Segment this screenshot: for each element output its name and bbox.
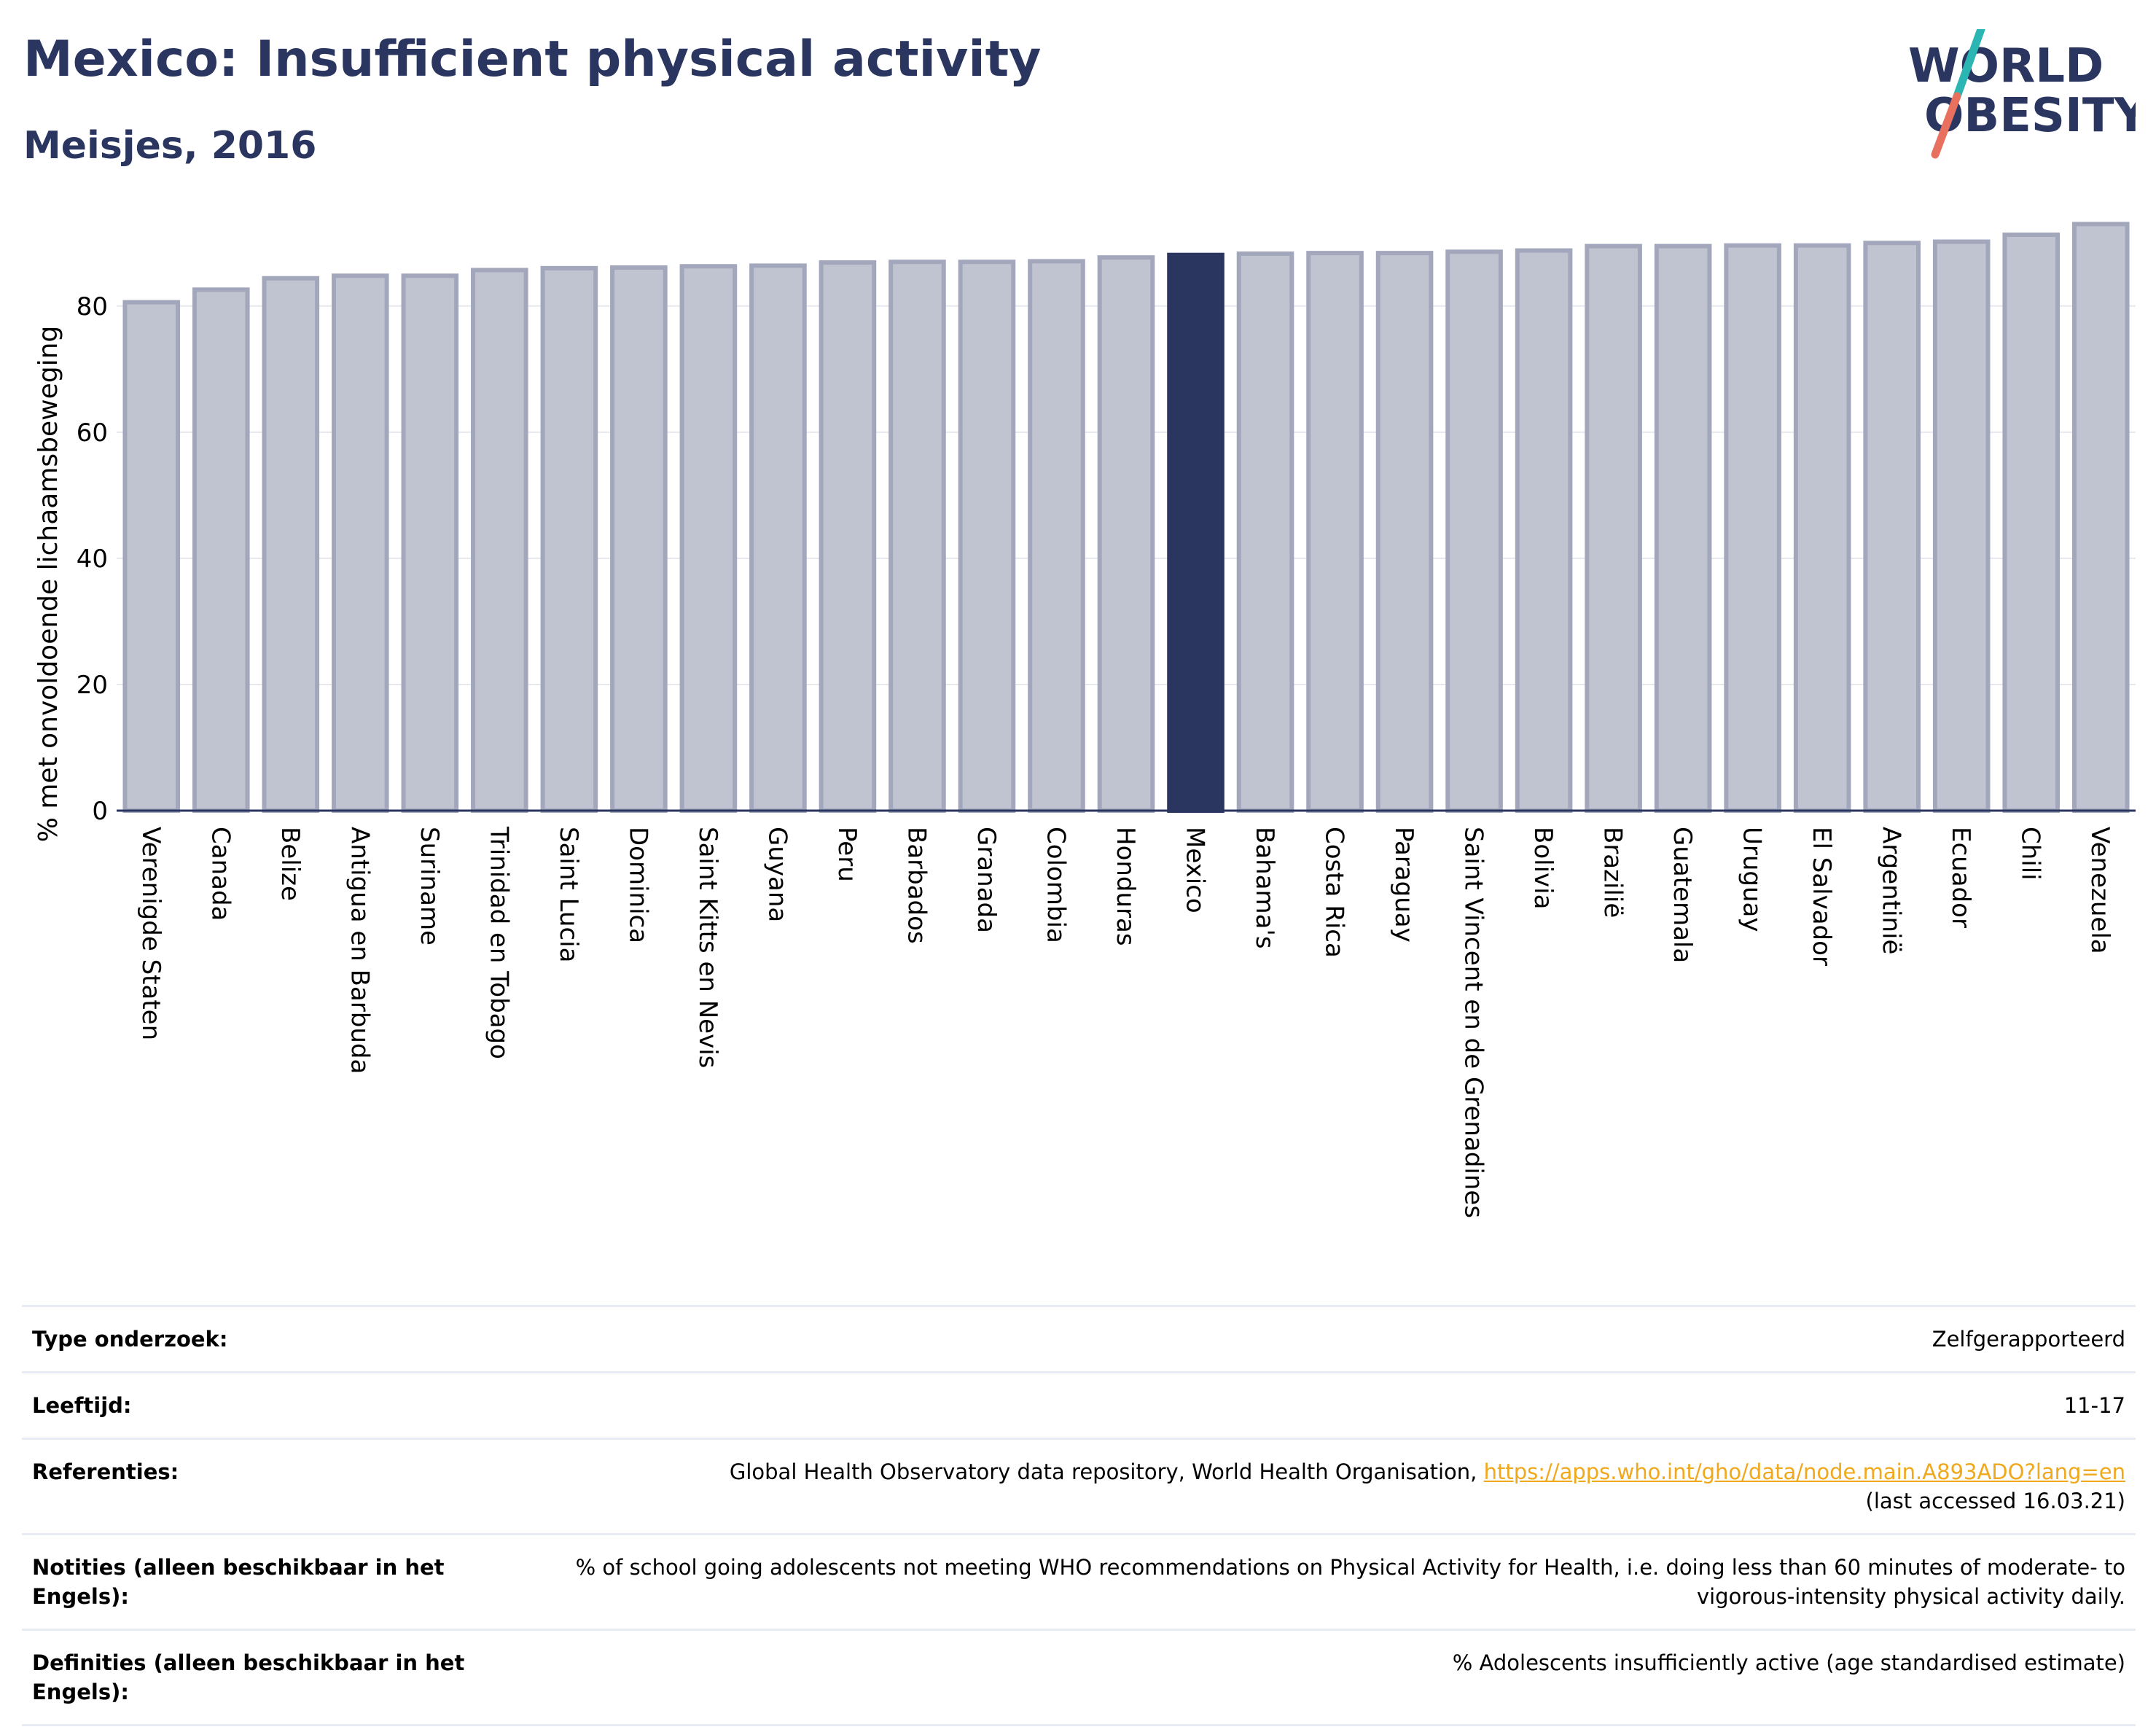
bar-costa-rica	[1306, 251, 1364, 813]
x-tick-label: Barbados	[902, 827, 931, 944]
x-tick-label: Ecuador	[1946, 827, 1975, 928]
info-row-references: Referenties: Global Health Observatory d…	[22, 1438, 2136, 1533]
x-tick-label: Colombia	[1041, 827, 1070, 943]
x-tick-label: Saint Vincent en de Grenadines	[1459, 827, 1488, 1218]
bar-antigua-en-barbuda	[332, 273, 389, 813]
bar-mexico	[1167, 252, 1225, 813]
x-tick-label: Verenigde Staten	[136, 827, 165, 1040]
x-tick-label: Canada	[206, 827, 235, 921]
info-label: Leeftijd:	[32, 1393, 132, 1418]
x-tick-label: Mexico	[1181, 827, 1210, 913]
x-tick-label: Guyana	[762, 827, 792, 922]
bar-saint-vincent-en-de-grenadines	[1445, 249, 1503, 813]
y-tick-label: 0	[92, 797, 108, 826]
bar-belize	[262, 276, 320, 813]
page-subtitle: Meisjes, 2016	[23, 124, 317, 168]
bar-verenigde-staten	[122, 300, 181, 813]
bar-argentini-	[1863, 241, 1921, 813]
x-tick-label: El Salvador	[1807, 827, 1836, 966]
x-tick-label: Peru	[832, 827, 862, 882]
y-tick-label: 80	[77, 292, 108, 321]
info-value: % Adolescents insufficiently active (age…	[1452, 1650, 2125, 1675]
bar-chart: 0 20 40 60 80 Verenigde Staten Canada Belize Ant…	[34, 222, 2136, 1218]
bar-granada	[958, 260, 1016, 813]
info-value: Zelfgerapporteerd	[1932, 1327, 2125, 1352]
bars	[122, 222, 2130, 814]
y-tick-label: 20	[77, 671, 108, 700]
x-tick-label: Belize	[276, 827, 305, 901]
info-value: % of school going adolescents not meetin…	[575, 1555, 2125, 1609]
info-row-age: Leeftijd: 11-17	[22, 1371, 2136, 1438]
info-row-notes: Notities (alleen beschikbaar in het Enge…	[22, 1533, 2136, 1629]
logo-text-world: WORLD	[1908, 39, 2104, 93]
logo-slash-teal	[1953, 29, 1985, 101]
info-table: Type onderzoek: Zelfgerapporteerd Leefti…	[22, 1305, 2136, 1726]
bar-el-salvador	[1793, 243, 1851, 814]
y-tick-label: 40	[77, 545, 108, 574]
bar-colombia	[1028, 259, 1085, 814]
x-tick-label: Guatemala	[1668, 827, 1697, 963]
info-row-type: Type onderzoek: Zelfgerapporteerd	[22, 1305, 2136, 1371]
bar-canada	[192, 287, 250, 814]
bar-guyana	[749, 263, 807, 813]
info-value: Global Health Observatory data repositor…	[484, 1457, 2125, 1516]
x-tick-label: Antigua en Barbuda	[345, 827, 374, 1074]
x-tick-label: Costa Rica	[1320, 827, 1349, 958]
x-tick-label: Chili	[2016, 827, 2045, 881]
y-tick-label: 60	[77, 418, 108, 448]
reference-accessed: (last accessed 16.03.21)	[1865, 1489, 2125, 1513]
bar-ecuador	[1932, 239, 1991, 813]
x-tick-label: Bahama's	[1250, 827, 1279, 949]
bar-bolivia	[1515, 248, 1573, 813]
x-tick-label: Suriname	[415, 827, 444, 946]
y-axis-label: % met onvoldoende lichaamsbeweging	[34, 326, 63, 843]
info-value: 11-17	[2063, 1393, 2125, 1418]
x-tick-label: Saint Kitts en Nevis	[693, 827, 722, 1068]
x-tick-label: Venezuela	[2085, 827, 2114, 954]
info-label: Type onderzoek:	[32, 1327, 228, 1352]
x-tick-label: Saint Lucia	[554, 827, 583, 962]
page-title: Mexico: Insufficient physical activity	[23, 31, 1042, 88]
reference-text: Global Health Observatory data repositor…	[729, 1459, 1484, 1484]
info-label: Definities (alleen beschikbaar in het En…	[32, 1650, 465, 1704]
x-tick-label: Uruguay	[1738, 827, 1767, 932]
bar-bahama-s	[1236, 251, 1294, 813]
bar-guatemala	[1654, 243, 1712, 813]
info-row-definitions: Definities (alleen beschikbaar in het En…	[22, 1629, 2136, 1726]
bar-peru	[819, 260, 877, 813]
bar-dominica	[610, 265, 668, 813]
bar-saint-kitts-en-nevis	[679, 264, 738, 813]
world-obesity-logo: WORLD OBESITY	[1908, 29, 2136, 159]
x-tick-label: Brazilië	[1598, 827, 1628, 918]
x-tick-label: Granada	[972, 827, 1001, 933]
bar-saint-lucia	[540, 265, 598, 814]
bar-paraguay	[1375, 251, 1434, 813]
bar-trinidad-en-tobago	[471, 268, 528, 813]
info-label: Notities (alleen beschikbaar in het Enge…	[32, 1555, 445, 1609]
bar-honduras	[1097, 255, 1155, 814]
bar-suriname	[401, 273, 459, 813]
bar-chili	[2002, 233, 2061, 814]
x-tick-label: Trinidad en Tobago	[484, 826, 513, 1059]
x-tick-label: Honduras	[1111, 827, 1140, 946]
info-label: Referenties:	[32, 1459, 179, 1484]
x-tick-label: Argentinië	[1877, 827, 1906, 954]
x-tick-label: Paraguay	[1389, 827, 1418, 943]
axes: 0 20 40 60 80 Verenigde Staten Canada Belize Ant…	[77, 292, 2136, 1218]
x-tick-label: Dominica	[623, 827, 652, 943]
reference-link[interactable]: https://apps.who.int/gho/data/node.main.…	[1483, 1459, 2125, 1484]
x-tick-label: Bolivia	[1528, 827, 1558, 909]
bar-brazili-	[1585, 243, 1642, 813]
bar-barbados	[888, 260, 946, 813]
bar-uruguay	[1724, 243, 1781, 814]
bar-venezuela	[2071, 222, 2130, 814]
logo-slash-coral	[1931, 92, 1961, 159]
